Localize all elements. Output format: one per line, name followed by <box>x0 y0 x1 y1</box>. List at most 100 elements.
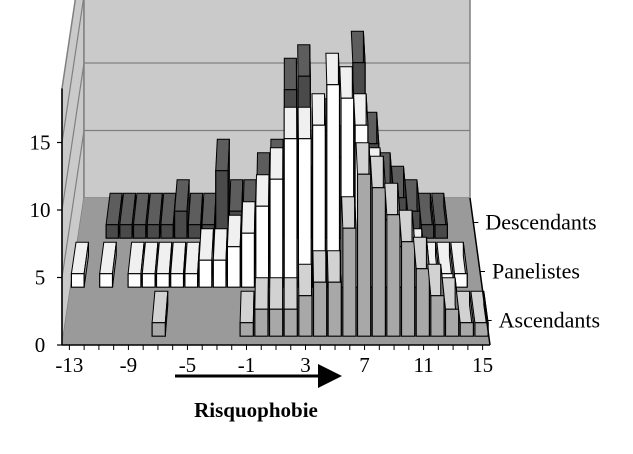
bar-front <box>132 224 147 239</box>
x-tick-label: 15 <box>472 353 493 377</box>
y-tick-label: 0 <box>35 333 46 357</box>
bar <box>254 277 269 337</box>
bar-front <box>119 224 133 239</box>
bar-top <box>312 250 328 283</box>
bar <box>283 277 298 337</box>
bar-front <box>239 322 254 337</box>
x-tick-label: -13 <box>55 353 83 377</box>
bar <box>184 241 201 288</box>
bar <box>170 241 187 288</box>
bar-front <box>430 295 445 337</box>
series-label: Ascendants <box>499 308 600 333</box>
bar-front <box>356 173 372 337</box>
bar <box>417 192 435 239</box>
bar-front <box>434 224 448 239</box>
bar-front <box>269 178 284 288</box>
bar-front <box>386 214 401 337</box>
bar <box>269 147 284 288</box>
bar-top <box>228 179 244 212</box>
bar <box>70 241 90 288</box>
bar-front <box>226 246 241 288</box>
bar-front <box>312 281 328 337</box>
bar <box>297 106 312 288</box>
bar-top <box>339 66 355 99</box>
bar-top <box>215 138 230 172</box>
bar-front <box>283 138 298 288</box>
bar-top <box>325 52 341 86</box>
bar-front <box>198 259 213 288</box>
y-tick-label: 5 <box>35 266 46 290</box>
bar-top <box>311 93 326 126</box>
bar <box>255 174 270 288</box>
bar-top <box>297 44 311 77</box>
bar <box>241 201 256 288</box>
bar-front <box>155 273 170 288</box>
bar <box>283 106 298 288</box>
bar <box>326 250 342 337</box>
bar <box>239 290 255 337</box>
gridline <box>61 0 84 143</box>
bar-top <box>283 57 298 91</box>
x-tick-label: 7 <box>359 353 370 377</box>
bar-front <box>474 322 489 337</box>
x-tick-label: -1 <box>238 353 256 377</box>
bar-front <box>444 308 460 337</box>
bar <box>297 263 313 337</box>
bar-top <box>239 290 255 324</box>
bar <box>369 155 386 337</box>
bar-front <box>141 273 156 288</box>
x-tick-label: 3 <box>300 353 311 377</box>
series-label: Panelistes <box>492 259 580 284</box>
bar <box>427 263 445 337</box>
bar-top <box>269 147 284 180</box>
bar <box>431 192 448 239</box>
bar-groups <box>70 30 489 337</box>
series-label: Descendants <box>485 210 596 235</box>
bar-top <box>226 214 242 248</box>
bar-front <box>215 170 229 239</box>
bar <box>450 241 468 288</box>
x-tick-label: -9 <box>120 353 138 377</box>
bar <box>398 209 416 337</box>
bar-top <box>184 241 201 275</box>
bar <box>99 241 117 288</box>
bar-front <box>187 224 202 239</box>
bar-front <box>371 187 386 337</box>
bar-front <box>160 224 174 239</box>
bar <box>355 142 372 337</box>
bar <box>455 290 474 337</box>
bar-front <box>268 308 284 337</box>
bar <box>384 182 401 337</box>
bar-front <box>127 273 142 288</box>
bar <box>212 228 228 288</box>
series-labels: Descendants Panelistes Ascendants <box>473 210 600 333</box>
bar <box>412 236 430 337</box>
gridline <box>61 62 470 211</box>
bar-front <box>105 224 120 239</box>
bar-front <box>400 241 416 337</box>
bar <box>198 228 215 288</box>
bar-top <box>201 192 217 226</box>
bar-front <box>70 273 85 288</box>
bar <box>160 192 177 239</box>
bar-front <box>184 273 199 288</box>
x-axis-ticks: -13 -9 -5 -1 3 7 11 15 <box>55 345 493 377</box>
bar <box>155 241 173 288</box>
bar <box>312 250 328 337</box>
bar-front <box>212 259 227 288</box>
bar-top <box>187 192 204 226</box>
bar-front <box>99 273 114 288</box>
bar <box>105 192 123 239</box>
bar <box>311 93 326 288</box>
bar-top <box>255 174 270 207</box>
bar-front <box>327 281 342 337</box>
bar-top <box>326 250 342 283</box>
bar-top <box>297 263 313 297</box>
x-axis-title: Risquophobie <box>194 398 318 422</box>
bar-top <box>341 196 357 229</box>
bar-top <box>241 201 256 234</box>
bar <box>215 138 230 239</box>
bar-front <box>170 273 185 288</box>
x-tick-label: 11 <box>413 353 433 377</box>
